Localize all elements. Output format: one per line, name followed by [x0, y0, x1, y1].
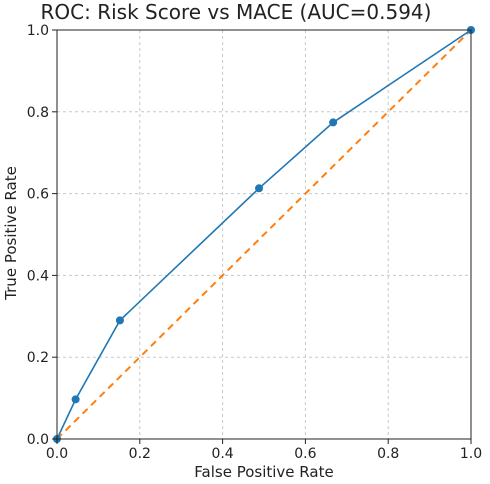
y-tick-label: 0.0	[27, 432, 49, 448]
chance-diagonal-line	[56, 29, 472, 440]
x-tick-label: 0.4	[211, 446, 233, 462]
x-axis-label: False Positive Rate	[194, 463, 333, 481]
roc-point	[255, 184, 264, 193]
x-tick-label: 0.2	[129, 446, 151, 462]
chart-title: ROC: Risk Score vs MACE (AUC=0.594)	[41, 0, 432, 24]
roc-point	[71, 395, 80, 404]
roc-point	[115, 316, 124, 325]
x-tick-label: 0.0	[46, 446, 68, 462]
x-axis-ticks: 0.0 0.2 0.4 0.6 0.8 1.0	[46, 439, 482, 462]
x-tick-label: 0.8	[377, 446, 399, 462]
roc-point	[329, 118, 338, 127]
y-tick-label: 0.4	[27, 268, 49, 284]
roc-curve-line	[56, 29, 472, 440]
axes-frame	[56, 29, 472, 440]
y-axis-ticks: 0.0 0.2 0.4 0.6 0.8 1.0	[27, 23, 57, 448]
x-tick-label: 1.0	[460, 446, 482, 462]
y-axis-label: True Positive Rate	[2, 166, 20, 301]
y-tick-label: 0.6	[27, 187, 49, 203]
y-tick-label: 1.0	[27, 23, 49, 39]
chance-diagonal-layer	[56, 29, 472, 440]
y-tick-label: 0.2	[27, 350, 49, 366]
y-tick-label: 0.8	[27, 105, 49, 121]
x-tick-label: 0.6	[294, 446, 316, 462]
plot-frame	[56, 29, 472, 440]
